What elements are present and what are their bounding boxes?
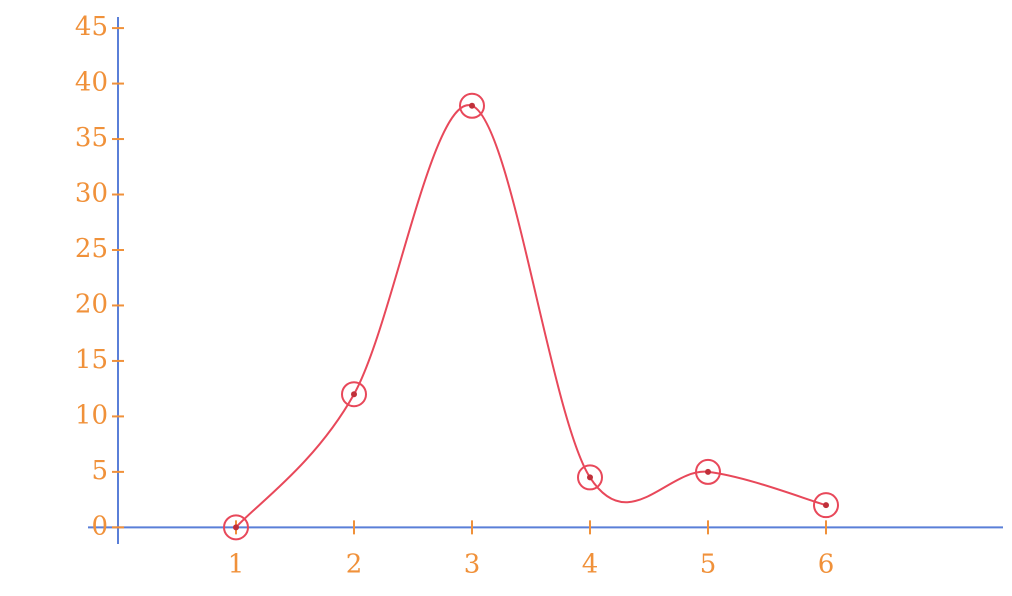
point — [233, 524, 239, 531]
point — [705, 468, 711, 475]
y-tick-label: 0 — [91, 511, 108, 541]
line — [235, 104, 827, 529]
point-ring — [223, 514, 249, 541]
x-tick-label: 5 — [700, 549, 717, 579]
point — [351, 391, 357, 398]
point-ring — [341, 381, 367, 408]
point — [823, 502, 829, 509]
point-ring — [577, 464, 603, 491]
x-tick-label: 2 — [346, 549, 363, 579]
x-tick-label: 1 — [228, 549, 245, 579]
y-tick-label: 10 — [75, 400, 108, 430]
point — [587, 474, 593, 481]
y-tick-label: 5 — [91, 456, 108, 486]
y-tick-label: 45 — [75, 12, 108, 42]
point — [469, 102, 475, 109]
y-tick-label: 15 — [75, 345, 108, 375]
y-tick-label: 40 — [75, 68, 108, 98]
y-tick-label: 30 — [75, 179, 108, 209]
x-tick-label: 3 — [464, 549, 481, 579]
x-tick-label: 6 — [818, 549, 835, 579]
point-ring — [813, 492, 839, 519]
y-tick-label: 25 — [75, 234, 108, 264]
x-tick-label: 4 — [582, 549, 599, 579]
point-ring — [695, 458, 721, 485]
y-tick-label: 35 — [75, 123, 108, 153]
y-tick-label: 20 — [75, 289, 108, 319]
point-ring — [459, 92, 485, 119]
